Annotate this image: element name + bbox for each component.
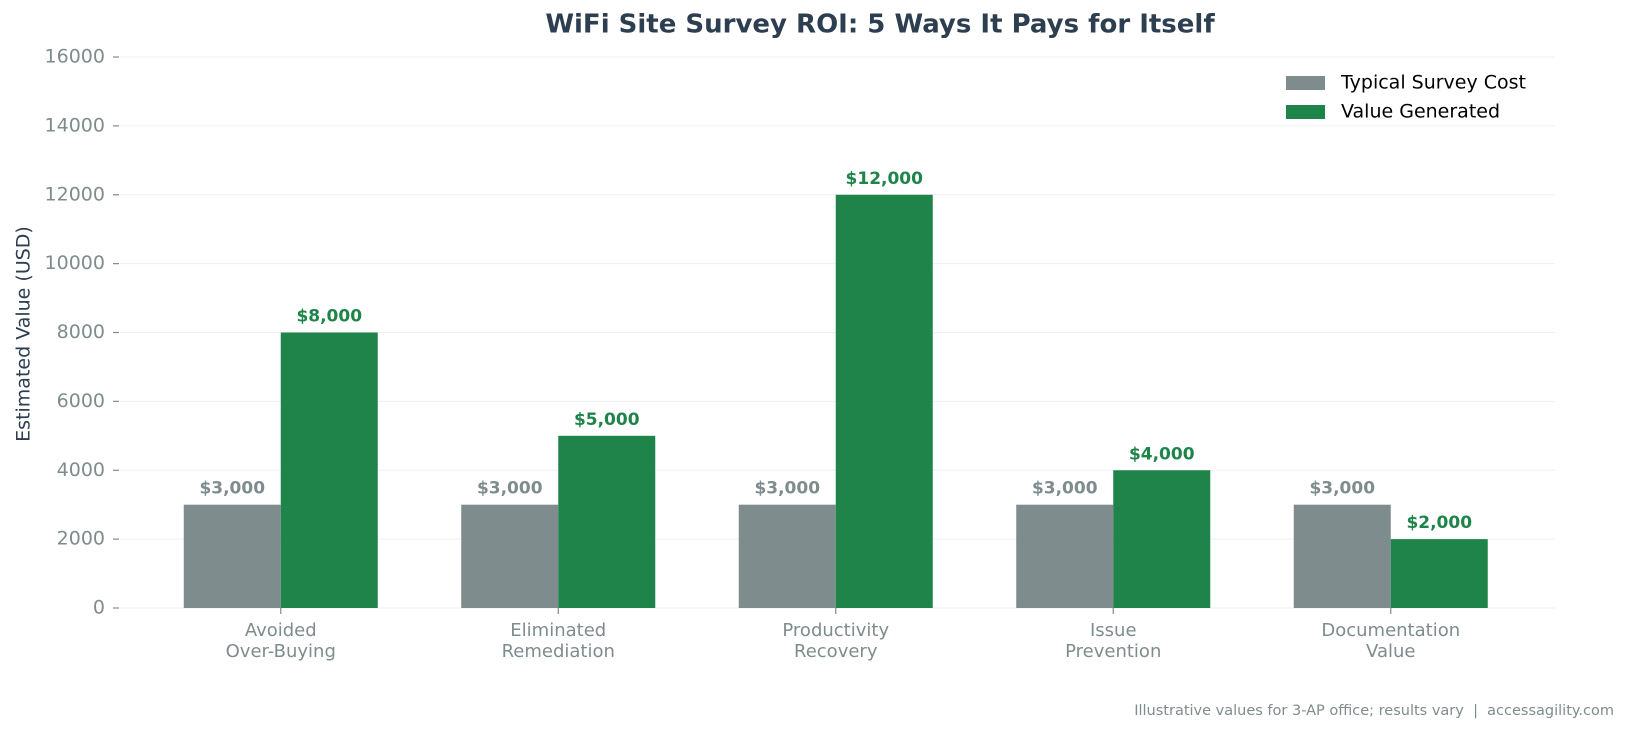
x-tick-label: Issue Prevention	[1065, 620, 1162, 662]
y-tick-label: 0	[93, 597, 105, 619]
value-label: $3,000	[1309, 479, 1375, 499]
bar	[280, 332, 378, 608]
y-tick-label: 10000	[45, 252, 105, 274]
y-axis-label: Estimated Value (USD)	[13, 226, 35, 442]
x-tick-label: Eliminated Remediation	[501, 620, 615, 662]
legend-swatch	[1286, 105, 1325, 119]
legend-swatch	[1286, 76, 1325, 90]
value-label: $8,000	[296, 307, 362, 327]
y-tick-label: 6000	[57, 390, 105, 412]
value-label: $2,000	[1406, 513, 1472, 533]
x-tick-label: Avoided Over-Buying	[225, 620, 336, 662]
bar	[1390, 539, 1488, 608]
y-tick-label: 16000	[45, 46, 105, 68]
bar	[738, 504, 836, 608]
bar	[1113, 470, 1211, 608]
bar	[1293, 504, 1391, 608]
y-tick-label: 4000	[57, 459, 105, 481]
y-tick-label: 2000	[57, 528, 105, 550]
bar	[183, 504, 281, 608]
value-label: $3,000	[477, 479, 543, 499]
value-label: $4,000	[1129, 444, 1195, 464]
x-tick-label: Productivity Recovery	[782, 620, 890, 662]
legend-label: Value Generated	[1341, 101, 1500, 123]
bar	[558, 435, 656, 608]
chart-title: WiFi Site Survey ROI: 5 Ways It Pays for…	[545, 10, 1215, 40]
bar	[461, 504, 559, 608]
value-label: $3,000	[754, 479, 820, 499]
value-label: $3,000	[1032, 479, 1098, 499]
footnote: Illustrative values for 3-AP office; res…	[1134, 703, 1614, 719]
y-tick-label: 14000	[45, 114, 105, 136]
bar	[835, 194, 933, 608]
value-label: $12,000	[846, 169, 924, 189]
y-tick-label: 8000	[57, 321, 105, 343]
x-tick-label: Documentation Value	[1321, 620, 1461, 662]
value-label: $5,000	[574, 410, 640, 430]
bar	[1016, 504, 1114, 608]
y-tick-label: 12000	[45, 183, 105, 205]
legend-label: Typical Survey Cost	[1340, 72, 1526, 94]
value-label: $3,000	[199, 479, 265, 499]
